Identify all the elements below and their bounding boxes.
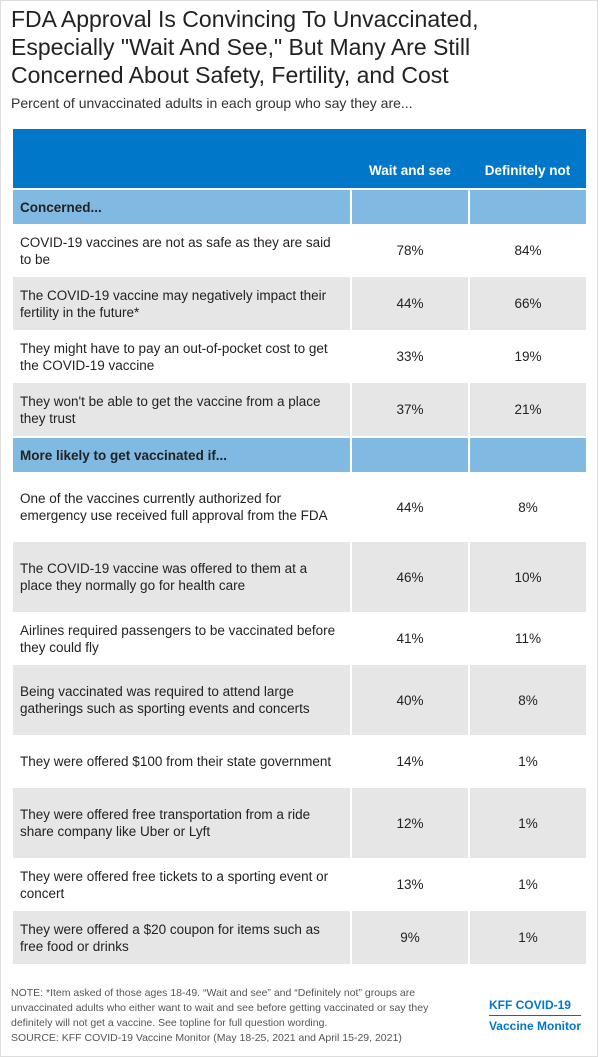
wait-and-see-value: 40%: [350, 665, 469, 735]
definitely-not-value: 1%: [468, 911, 586, 964]
wait-and-see-value: 14%: [350, 735, 469, 788]
row-label: One of the vaccines currently authorized…: [13, 472, 351, 542]
table-row: They might have to pay an out-of-pocket …: [13, 330, 586, 383]
table-row: They were offered $100 from their state …: [13, 735, 586, 788]
wait-and-see-value: 13%: [350, 858, 469, 911]
row-label: Being vaccinated was required to attend …: [13, 665, 351, 735]
table-row: The COVID-19 vaccine was offered to them…: [13, 542, 586, 612]
row-label: Airlines required passengers to be vacci…: [13, 612, 351, 665]
header-blank: [13, 129, 351, 189]
wait-and-see-value: 37%: [350, 383, 469, 437]
section-blank: [350, 436, 469, 472]
wait-and-see-value: 33%: [350, 330, 469, 383]
header-definitely-not: Definitely not: [469, 129, 586, 189]
definitely-not-value: 84%: [468, 224, 586, 277]
table-row: They were offered free transportation fr…: [13, 788, 586, 858]
definitely-not-value: 66%: [468, 277, 586, 330]
section-blank: [350, 188, 469, 224]
chart-title: FDA Approval Is Convincing To Unvaccinat…: [11, 6, 479, 88]
table-row: COVID-19 vaccines are not as safe as the…: [13, 224, 586, 277]
table-row: They were offered free tickets to a spor…: [13, 858, 586, 911]
source-text: SOURCE: KFF COVID-19 Vaccine Monitor (Ma…: [11, 1032, 402, 1044]
row-label: The COVID-19 vaccine may negatively impa…: [13, 277, 351, 330]
definitely-not-value: 1%: [468, 788, 586, 858]
table-row: They won't be able to get the vaccine fr…: [13, 383, 586, 437]
note-text: NOTE: *Item asked of those ages 18-49. “…: [11, 987, 429, 1029]
wait-and-see-value: 46%: [350, 542, 469, 612]
row-label: They were offered free transportation fr…: [13, 788, 351, 858]
kff-logo: KFF COVID-19 Vaccine Monitor: [488, 997, 581, 1034]
table-row: Airlines required passengers to be vacci…: [13, 612, 586, 665]
definitely-not-value: 19%: [468, 330, 586, 383]
row-label: They won't be able to get the vaccine fr…: [13, 383, 351, 437]
section-row: More likely to get vaccinated if...: [13, 436, 586, 472]
data-table: Wait and see Definitely not Concerned...…: [13, 129, 586, 964]
row-label: The COVID-19 vaccine was offered to them…: [13, 542, 351, 612]
definitely-not-value: 10%: [468, 542, 586, 612]
header-wait-and-see: Wait and see: [351, 129, 469, 189]
section-row: Concerned...: [13, 188, 586, 224]
wait-and-see-value: 12%: [350, 788, 469, 858]
row-label: They might have to pay an out-of-pocket …: [13, 330, 351, 383]
table-row: They were offered a $20 coupon for items…: [13, 911, 586, 964]
wait-and-see-value: 78%: [350, 224, 469, 277]
row-label: They were offered free tickets to a spor…: [13, 858, 351, 911]
section-blank: [468, 188, 586, 224]
wait-and-see-value: 44%: [350, 277, 469, 330]
definitely-not-value: 8%: [468, 472, 586, 542]
row-label: COVID-19 vaccines are not as safe as the…: [13, 224, 351, 277]
definitely-not-value: 21%: [468, 383, 586, 437]
logo-line-1: KFF COVID-19: [488, 997, 581, 1016]
section-blank: [468, 436, 586, 472]
row-label: They were offered $100 from their state …: [13, 735, 351, 788]
definitely-not-value: 1%: [468, 735, 586, 788]
table-row: One of the vaccines currently authorized…: [13, 472, 586, 542]
section-label: More likely to get vaccinated if...: [13, 436, 351, 472]
footnote: NOTE: *Item asked of those ages 18-49. “…: [11, 986, 451, 1046]
wait-and-see-value: 44%: [350, 472, 469, 542]
footer: NOTE: *Item asked of those ages 18-49. “…: [11, 986, 585, 1046]
section-label: Concerned...: [13, 188, 351, 224]
logo-line-2: Vaccine Monitor: [488, 1019, 581, 1033]
wait-and-see-value: 41%: [350, 612, 469, 665]
definitely-not-value: 1%: [468, 858, 586, 911]
table-row: Being vaccinated was required to attend …: [13, 665, 586, 735]
table-row: The COVID-19 vaccine may negatively impa…: [13, 277, 586, 330]
definitely-not-value: 8%: [468, 665, 586, 735]
definitely-not-value: 11%: [468, 612, 586, 665]
wait-and-see-value: 9%: [350, 911, 469, 964]
chart-subtitle: Percent of unvaccinated adults in each g…: [11, 95, 413, 111]
row-label: They were offered a $20 coupon for items…: [13, 911, 351, 964]
